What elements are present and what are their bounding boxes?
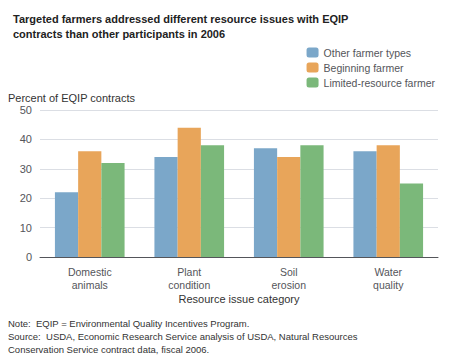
svg-text:Note: EQIP = Environmental Qu: Note: EQIP = Environmental Quality Incen… [8, 318, 249, 329]
svg-text:Percent of EQIP contracts: Percent of EQIP contracts [8, 92, 135, 104]
svg-text:Resource issue category: Resource issue category [178, 293, 300, 305]
svg-text:condition: condition [168, 279, 210, 291]
svg-text:Plant: Plant [177, 266, 201, 278]
svg-text:Domestic: Domestic [68, 266, 112, 278]
svg-text:20: 20 [20, 192, 32, 204]
svg-text:Beginning farmer: Beginning farmer [324, 62, 404, 74]
svg-text:quality: quality [373, 279, 404, 291]
svg-text:Other farmer types: Other farmer types [324, 47, 412, 59]
svg-text:Water: Water [374, 266, 402, 278]
svg-text:Soil: Soil [280, 266, 298, 278]
svg-text:Targeted farmers addressed dif: Targeted farmers addressed different res… [13, 13, 348, 25]
svg-text:50: 50 [20, 104, 32, 116]
svg-text:Source: USDA, Economic Resear: Source: USDA, Economic Research Service … [8, 331, 358, 342]
svg-text:40: 40 [20, 133, 32, 145]
svg-text:erosion: erosion [272, 279, 307, 291]
svg-text:Conservation Service contract: Conservation Service contract data, fisc… [8, 344, 209, 355]
svg-text:10: 10 [20, 222, 32, 234]
svg-text:30: 30 [20, 163, 32, 175]
svg-text:animals: animals [72, 279, 108, 291]
svg-text:Limited-resource farmer: Limited-resource farmer [324, 77, 436, 89]
svg-text:0: 0 [26, 251, 32, 263]
svg-text:contracts than other participa: contracts than other participants in 200… [13, 28, 225, 40]
